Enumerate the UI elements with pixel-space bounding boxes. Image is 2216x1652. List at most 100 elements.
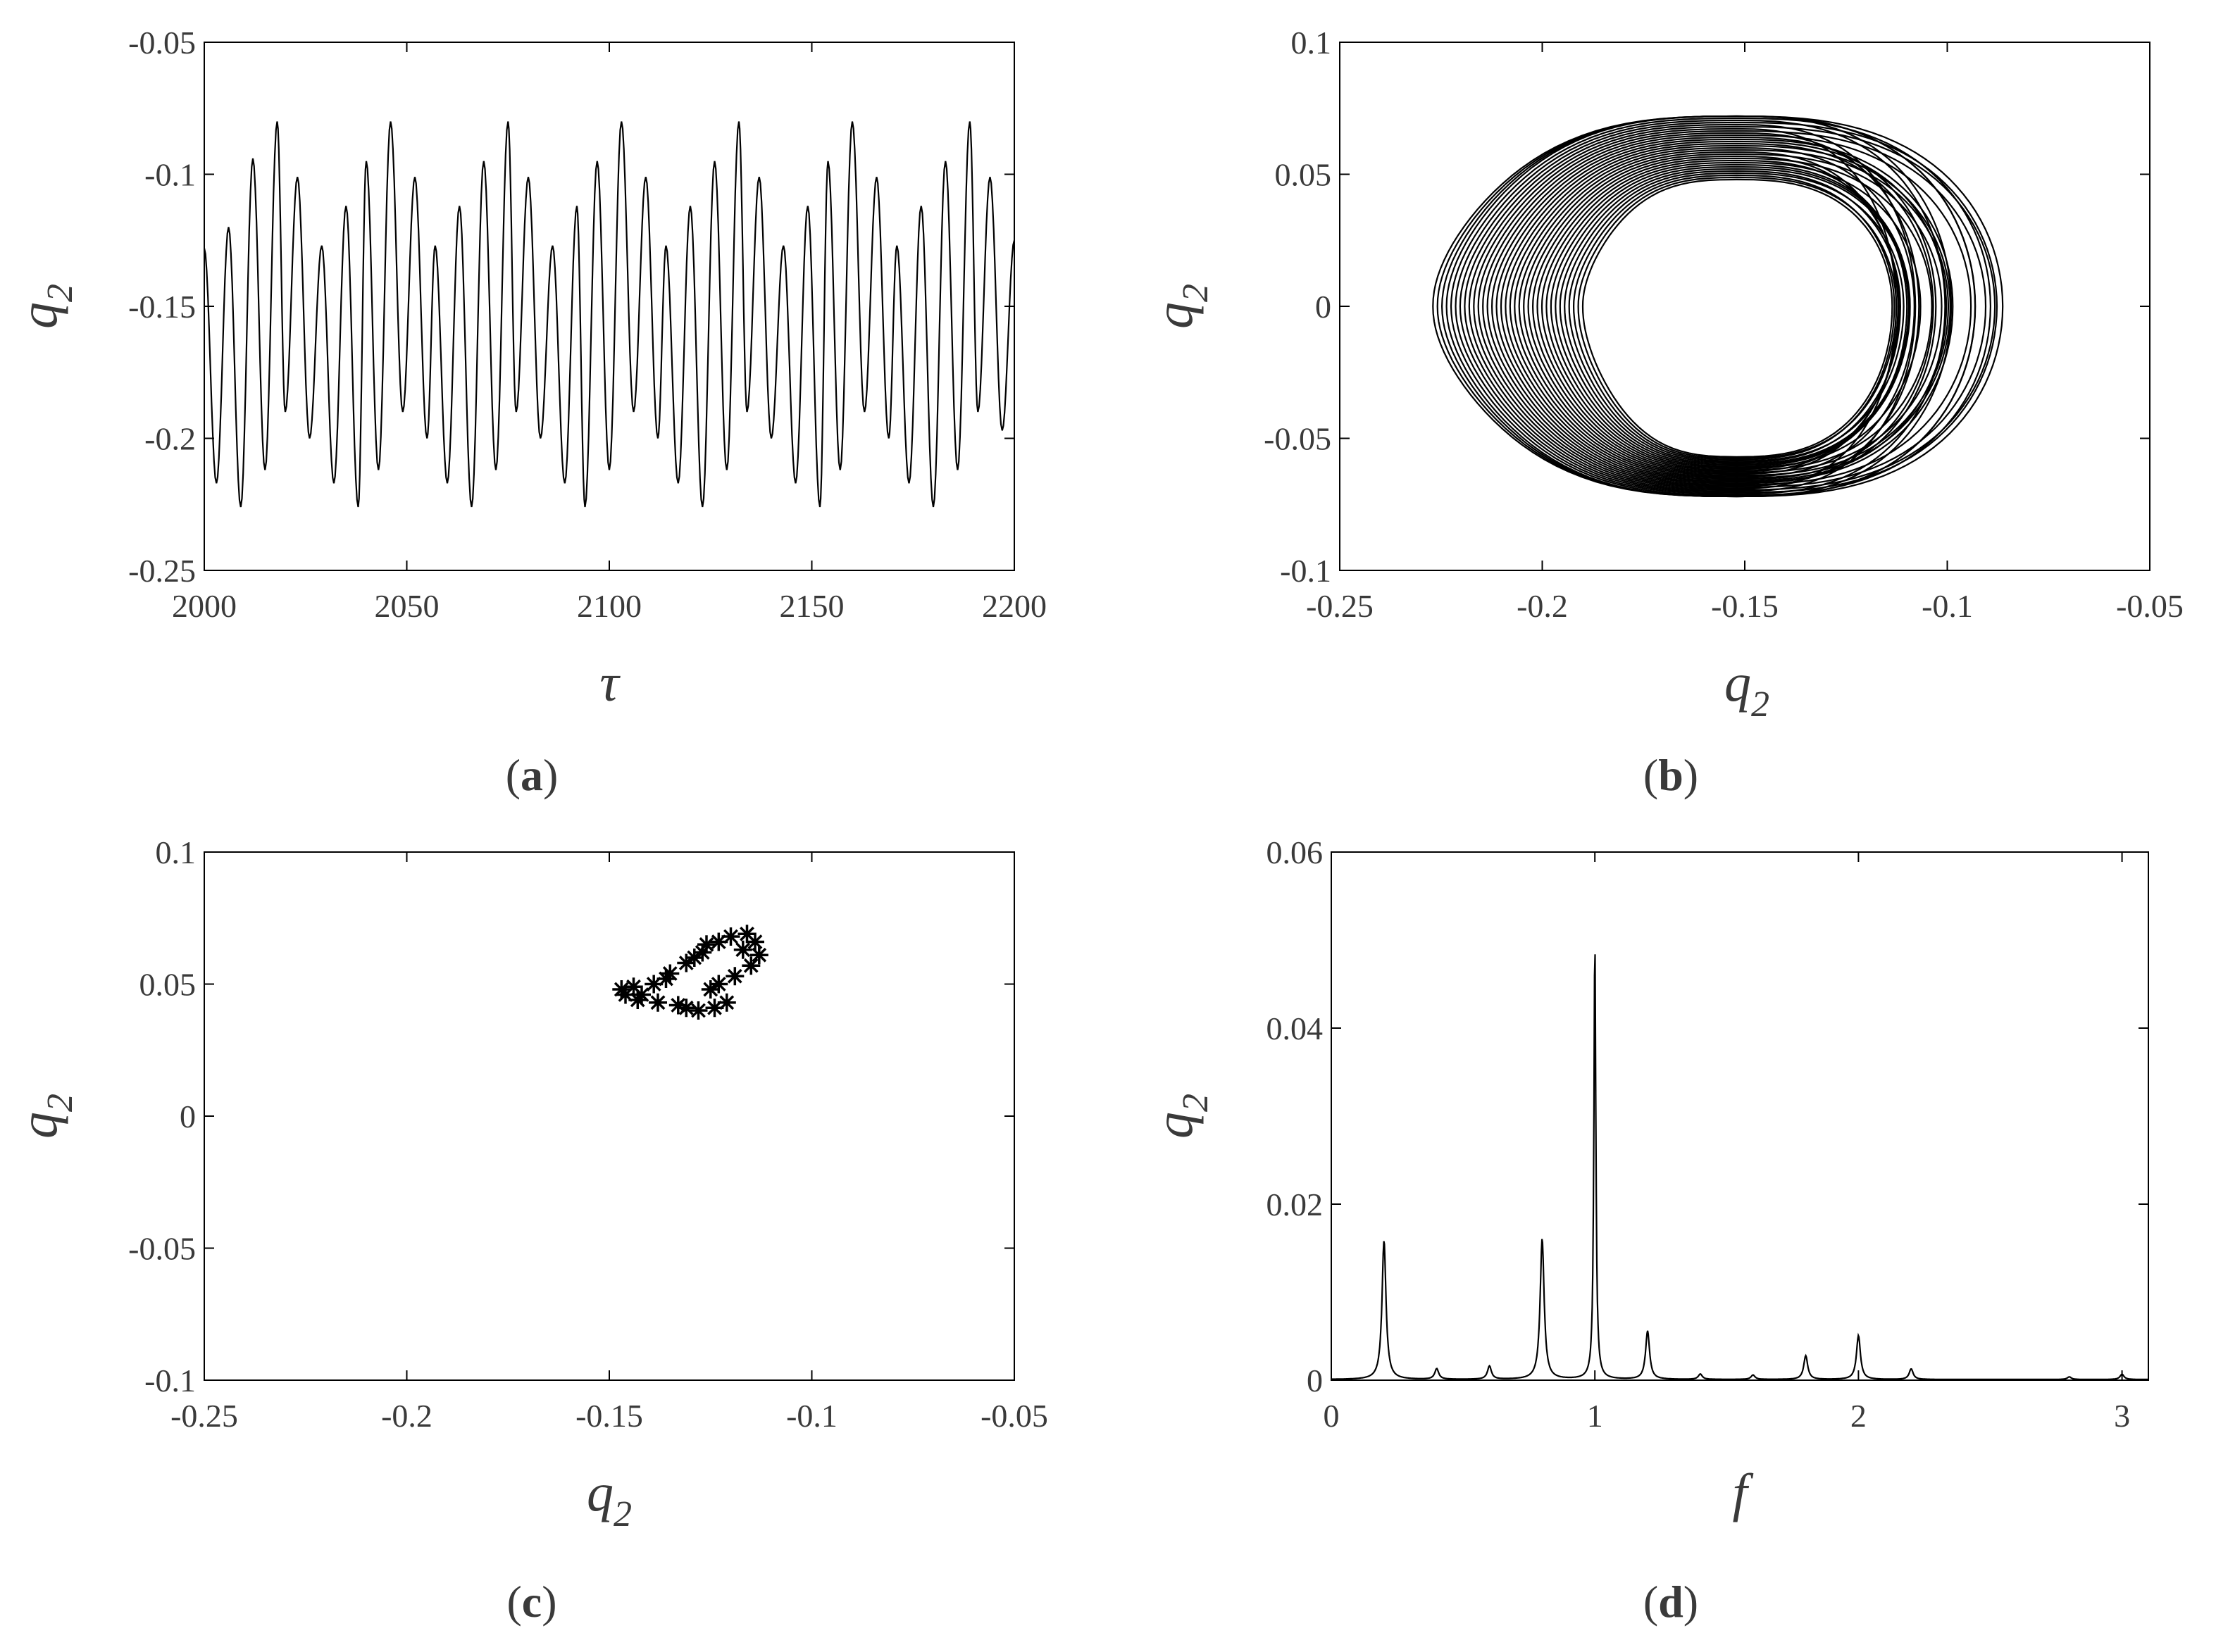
trajectory-loop xyxy=(1514,146,1915,478)
trajectory-loop xyxy=(1559,168,1910,465)
y-tick-label: 0.05 xyxy=(139,967,197,1003)
trajectory-loop xyxy=(1432,115,1953,498)
trajectory-loop xyxy=(1440,115,1977,498)
panel-a-caption: (a) xyxy=(506,750,559,800)
panel-b-caption: (b) xyxy=(1643,750,1698,800)
trajectory-loop xyxy=(1450,117,1992,496)
y-tick-label: 0.1 xyxy=(1291,25,1332,61)
trajectory-loop xyxy=(1531,155,1900,473)
panel-d-axes-box xyxy=(1331,851,2149,1381)
trajectory-loop xyxy=(1509,144,1951,479)
trajectory-loop xyxy=(1550,163,1911,468)
x-tick-label: 2050 xyxy=(375,588,440,624)
poincare-point xyxy=(677,953,696,972)
poincare-point xyxy=(624,977,643,996)
y-tick-label: -0.1 xyxy=(144,157,196,193)
trajectory-loop xyxy=(1555,165,1911,466)
x-tick-label: -0.1 xyxy=(786,1398,838,1434)
trajectory-loop xyxy=(1468,125,1996,491)
panel-d-ylabel: q2 xyxy=(1145,1094,1216,1139)
y-tick-label: -0.1 xyxy=(1280,553,1331,589)
panel-a-ylabel: q2 xyxy=(9,284,80,329)
trajectory-loop xyxy=(1536,157,1933,471)
panel-a-line xyxy=(203,121,1016,508)
panel-d-caption: (d) xyxy=(1643,1577,1698,1627)
panel-a-xlabel: τ xyxy=(599,653,621,713)
y-tick-label: -0.05 xyxy=(1264,421,1331,457)
trajectory-loop xyxy=(1564,170,1902,463)
poincare-point xyxy=(749,946,768,965)
trajectory-loop xyxy=(1473,127,1898,489)
trajectory-loop xyxy=(1527,153,1943,474)
panel-d-spectrum: 0 1 2 3 0.06 0.04 0.02 0 f q2 (d) xyxy=(1145,834,2149,1627)
poincare-point xyxy=(746,932,764,951)
panel-b-phase-portrait: -0.25 -0.2 -0.15 -0.1 -0.05 0.1 0.05 0 -0.05 -0.1… xyxy=(1145,25,2184,800)
trajectory-loop xyxy=(1572,174,1896,461)
poincare-point xyxy=(737,925,757,944)
x-tick-label: -0.15 xyxy=(575,1398,643,1434)
trajectory-loop xyxy=(1581,178,1893,458)
x-tick-label: -0.15 xyxy=(1711,588,1779,624)
trajectory-loop xyxy=(1495,138,1954,483)
panel-a-time-series: 2000 2050 2100 2150 2200 -0.05 -0.1 -0.15 -0.2 -0… xyxy=(9,25,1047,800)
panel-c-ylabel: q2 xyxy=(9,1094,80,1139)
poincare-point xyxy=(742,956,761,975)
panel-c-caption: (c) xyxy=(506,1577,556,1627)
y-tick-label: -0.05 xyxy=(128,25,196,61)
poincare-point xyxy=(685,949,704,967)
y-tick-label: 0.05 xyxy=(1275,157,1332,193)
poincare-point xyxy=(656,970,676,988)
y-tick-label: -0.05 xyxy=(128,1231,196,1267)
x-tick-label: -0.25 xyxy=(1306,588,1374,624)
trajectory-loop xyxy=(1523,151,1899,475)
poincare-point xyxy=(701,980,720,999)
y-tick-label: 0.06 xyxy=(1266,834,1324,870)
poincare-point xyxy=(697,935,716,954)
poincare-point xyxy=(726,967,745,986)
poincare-point xyxy=(733,940,752,959)
poincare-point xyxy=(705,999,724,1018)
panel-c-xlabel: q2 xyxy=(587,1463,632,1534)
poincare-point xyxy=(693,943,712,962)
x-tick-label: 0 xyxy=(1324,1398,1340,1434)
x-tick-label: -0.05 xyxy=(981,1398,1048,1434)
poincare-point xyxy=(677,999,696,1018)
x-tick-label: 2200 xyxy=(982,588,1047,624)
y-tick-label: 0 xyxy=(1315,289,1331,325)
trajectory-loop xyxy=(1436,115,2004,498)
y-tick-label: 0.1 xyxy=(156,834,197,870)
poincare-point xyxy=(709,932,728,951)
panel-b-trajectory xyxy=(1432,115,2004,498)
poincare-point xyxy=(645,975,664,994)
panel-d-line xyxy=(1331,954,2148,1380)
y-tick-label: -0.2 xyxy=(144,421,196,457)
panel-c-axes-box xyxy=(204,851,1015,1381)
panel-d-xlabel: f xyxy=(1732,1463,1753,1522)
panel-c-poincare-map: -0.25 -0.2 -0.15 -0.1 -0.05 0.1 0.05 0 -0.05 -0.1… xyxy=(9,834,1048,1627)
x-tick-label: 1 xyxy=(1587,1398,1603,1434)
y-tick-label: 0.04 xyxy=(1266,1010,1324,1046)
poincare-point xyxy=(668,996,687,1015)
panel-c-points xyxy=(612,925,768,1020)
trajectory-loop xyxy=(1490,136,1937,484)
poincare-point xyxy=(616,985,635,1004)
x-tick-label: 2100 xyxy=(577,588,642,624)
poincare-point xyxy=(628,991,647,1009)
poincare-point xyxy=(717,993,736,1012)
y-tick-label: -0.25 xyxy=(128,553,196,589)
trajectory-loop xyxy=(1568,172,1905,462)
y-tick-label: 0 xyxy=(1307,1363,1323,1398)
panel-b-ylabel: q2 xyxy=(1145,284,1216,329)
x-tick-label: 2000 xyxy=(172,588,237,624)
poincare-point xyxy=(721,927,740,946)
x-tick-label: -0.2 xyxy=(1517,588,1568,624)
y-tick-label: -0.15 xyxy=(128,289,196,325)
poincare-point xyxy=(649,993,667,1012)
x-tick-label: -0.25 xyxy=(170,1398,238,1434)
trajectory-loop xyxy=(1477,130,1987,489)
trajectory-loop xyxy=(1464,123,1917,492)
trajectory-loop xyxy=(1455,119,1946,495)
poincare-point xyxy=(689,1001,708,1020)
y-tick-label: 0 xyxy=(180,1099,196,1134)
